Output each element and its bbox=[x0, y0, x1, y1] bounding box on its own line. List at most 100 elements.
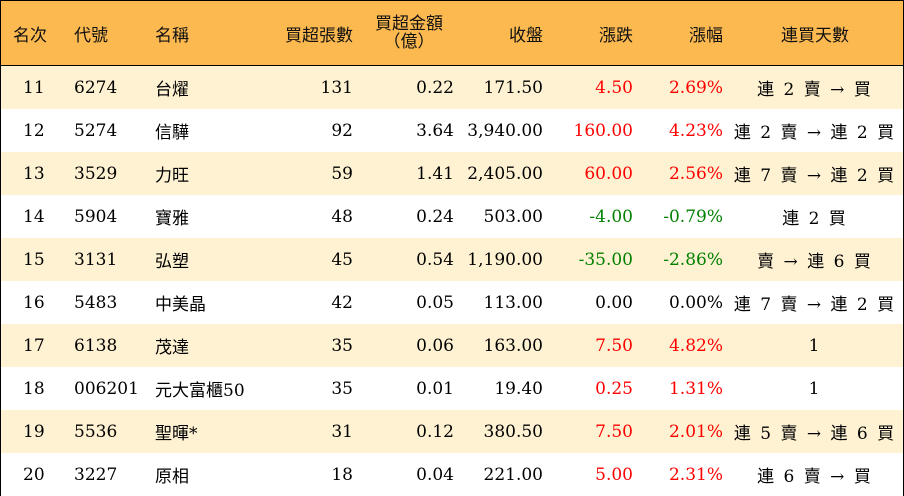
cell-streak: 連 5 賣 → 連 6 買 bbox=[733, 424, 897, 444]
table-row: 13 3529 力旺 59 1.41 2,405.00 60.00 2.56% 連 7 賣 → … bbox=[1, 152, 903, 195]
cell-name: 聖暉* bbox=[155, 424, 198, 444]
table-row: 15 3131 弘塑 45 0.54 1,190.00 -35.00 -2.86% 賣 → 連 … bbox=[1, 238, 903, 281]
header-close: 收盤 bbox=[509, 25, 543, 46]
cell-rank: 18 bbox=[23, 378, 45, 399]
cell-code: 5274 bbox=[74, 120, 118, 141]
table-row: 16 5483 中美晶 42 0.05 113.00 0.00 0.00% 連 7 賣 → 連 … bbox=[1, 281, 903, 324]
cell-pct: 2.69% bbox=[668, 77, 723, 98]
cell-rank: 16 bbox=[23, 292, 45, 313]
cell-lots: 59 bbox=[331, 163, 353, 184]
cell-close: 3,940.00 bbox=[467, 120, 543, 141]
cell-streak: 1 bbox=[808, 378, 822, 399]
cell-close: 113.00 bbox=[483, 292, 543, 313]
cell-rank: 19 bbox=[23, 421, 45, 442]
cell-close: 163.00 bbox=[483, 335, 543, 356]
cell-rank: 12 bbox=[23, 120, 45, 141]
cell-code: 6138 bbox=[74, 335, 118, 356]
cell-name: 原相 bbox=[155, 467, 189, 487]
cell-code: 5536 bbox=[74, 421, 118, 442]
cell-lots: 45 bbox=[331, 249, 353, 270]
cell-lots: 48 bbox=[331, 206, 353, 227]
cell-pct: 0.00% bbox=[668, 292, 723, 313]
cell-streak: 賣 → 連 6 買 bbox=[757, 252, 873, 272]
cell-lots: 35 bbox=[331, 335, 353, 356]
cell-amount: 0.24 bbox=[416, 206, 454, 227]
cell-pct: -0.79% bbox=[663, 206, 723, 227]
cell-lots: 42 bbox=[331, 292, 353, 313]
header-change: 漲跌 bbox=[599, 25, 633, 46]
cell-rank: 14 bbox=[23, 206, 45, 227]
cell-code: 6274 bbox=[74, 77, 118, 98]
header-rank: 名次 bbox=[13, 25, 47, 46]
cell-streak: 連 2 買 bbox=[782, 209, 848, 229]
cell-change: 7.50 bbox=[595, 335, 633, 356]
cell-name: 弘塑 bbox=[155, 252, 189, 272]
cell-code: 006201 bbox=[74, 378, 139, 399]
table-row: 18 006201 元大富櫃50 35 0.01 19.40 0.25 1.31% 1 bbox=[1, 367, 903, 410]
header-streak: 連買天數 bbox=[781, 25, 849, 46]
cell-close: 380.50 bbox=[483, 421, 543, 442]
cell-close: 1,190.00 bbox=[467, 249, 543, 270]
cell-name: 寶雅 bbox=[155, 209, 189, 229]
cell-streak: 連 2 賣 → 買 bbox=[757, 80, 873, 100]
cell-code: 5904 bbox=[74, 206, 118, 227]
cell-lots: 35 bbox=[331, 378, 353, 399]
header-amount-unit: （億） bbox=[383, 32, 435, 52]
cell-streak: 連 6 賣 → 買 bbox=[757, 467, 873, 487]
cell-amount: 0.01 bbox=[416, 378, 454, 399]
cell-name: 茂達 bbox=[155, 338, 189, 358]
cell-rank: 13 bbox=[23, 163, 45, 184]
cell-amount: 3.64 bbox=[416, 120, 454, 141]
cell-lots: 131 bbox=[320, 77, 353, 98]
cell-change: 60.00 bbox=[584, 163, 633, 184]
table-row: 11 6274 台燿 131 0.22 171.50 4.50 2.69% 連 2 賣 → 買 bbox=[1, 66, 903, 109]
cell-pct: 4.23% bbox=[668, 120, 723, 141]
cell-amount: 0.22 bbox=[416, 77, 454, 98]
cell-change: 0.25 bbox=[595, 378, 633, 399]
cell-name: 力旺 bbox=[155, 166, 189, 186]
cell-rank: 17 bbox=[23, 335, 45, 356]
header-code: 代號 bbox=[74, 25, 108, 46]
cell-change: 0.00 bbox=[595, 292, 633, 313]
table-header: 名次 代號 名稱 買超張數 買超金額 （億） 收盤 漲跌 漲幅 連買天數 bbox=[1, 1, 903, 66]
cell-pct: -2.86% bbox=[663, 249, 723, 270]
cell-change: 160.00 bbox=[573, 120, 633, 141]
cell-name: 台燿 bbox=[155, 80, 189, 100]
cell-change: 5.00 bbox=[595, 464, 633, 485]
cell-code: 5483 bbox=[74, 292, 118, 313]
cell-streak: 連 7 賣 → 連 2 買 bbox=[733, 295, 897, 315]
cell-amount: 0.54 bbox=[416, 249, 454, 270]
cell-amount: 0.06 bbox=[416, 335, 454, 356]
cell-name: 信驊 bbox=[155, 123, 189, 143]
cell-lots: 92 bbox=[331, 120, 353, 141]
cell-change: 4.50 bbox=[595, 77, 633, 98]
cell-name: 中美晶 bbox=[155, 295, 206, 315]
cell-pct: 2.56% bbox=[668, 163, 723, 184]
cell-code: 3227 bbox=[74, 464, 118, 485]
table-row: 12 5274 信驊 92 3.64 3,940.00 160.00 4.23% 連 2 賣 →… bbox=[1, 109, 903, 152]
header-amount-label: 買超金額 bbox=[375, 14, 443, 34]
header-lots: 買超張數 bbox=[285, 25, 353, 46]
cell-pct: 2.01% bbox=[668, 421, 723, 442]
cell-pct: 4.82% bbox=[668, 335, 723, 356]
cell-close: 503.00 bbox=[483, 206, 543, 227]
table-row: 14 5904 寶雅 48 0.24 503.00 -4.00 -0.79% 連 2 買 bbox=[1, 195, 903, 238]
cell-rank: 11 bbox=[23, 77, 45, 98]
cell-lots: 31 bbox=[331, 421, 353, 442]
cell-code: 3529 bbox=[74, 163, 118, 184]
cell-amount: 0.04 bbox=[416, 464, 454, 485]
cell-change: -4.00 bbox=[589, 206, 633, 227]
cell-change: -35.00 bbox=[578, 249, 633, 270]
cell-close: 2,405.00 bbox=[467, 163, 543, 184]
table-row: 17 6138 茂達 35 0.06 163.00 7.50 4.82% 1 bbox=[1, 324, 903, 367]
cell-streak: 連 2 賣 → 連 2 買 bbox=[733, 123, 897, 143]
cell-code: 3131 bbox=[74, 249, 118, 270]
cell-name: 元大富櫃50 bbox=[155, 381, 245, 401]
cell-amount: 0.05 bbox=[416, 292, 454, 313]
header-name: 名稱 bbox=[155, 25, 189, 46]
cell-change: 7.50 bbox=[595, 421, 633, 442]
cell-amount: 0.12 bbox=[416, 421, 454, 442]
cell-close: 171.50 bbox=[483, 77, 543, 98]
cell-close: 221.00 bbox=[483, 464, 543, 485]
